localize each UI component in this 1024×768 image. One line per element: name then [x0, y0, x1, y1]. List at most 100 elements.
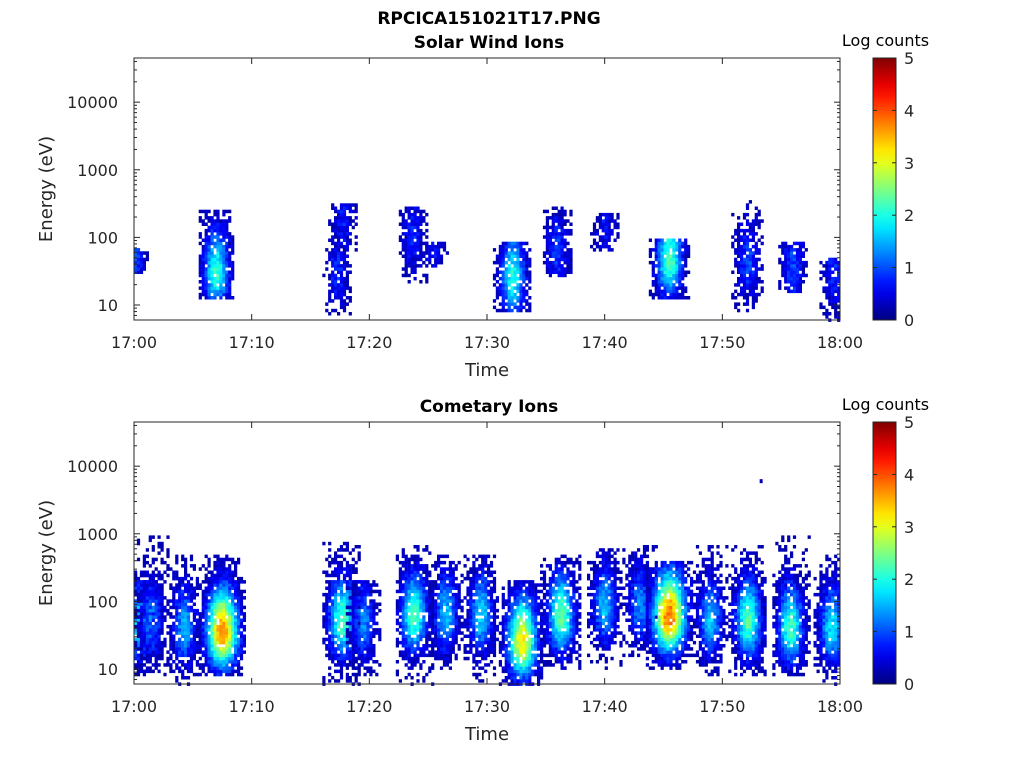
- heatmap-cell: [413, 586, 417, 590]
- heatmap-cell: [437, 656, 441, 661]
- heatmap-cell: [448, 596, 452, 600]
- heatmap-cell: [348, 676, 352, 680]
- heatmap-cell: [157, 618, 161, 622]
- heatmap-cell: [342, 576, 347, 581]
- heatmap-cell: [222, 564, 226, 568]
- heatmap-cell: [742, 257, 747, 262]
- heatmap-cell: [201, 280, 205, 284]
- heatmap-cell: [492, 618, 497, 622]
- heatmap-cell: [501, 615, 505, 619]
- heatmap-cell: [745, 267, 750, 271]
- heatmap-cell: [413, 557, 417, 562]
- heatmap-cell: [178, 637, 182, 642]
- heatmap-cell: [557, 219, 561, 223]
- heatmap-cell: [731, 270, 735, 274]
- heatmap-cell: [136, 663, 141, 667]
- heatmap-cell: [225, 296, 229, 300]
- heatmap-cell: [181, 583, 185, 587]
- heatmap-cell: [569, 251, 573, 255]
- heatmap-cell: [448, 564, 452, 568]
- heatmap-cell: [325, 248, 329, 252]
- heatmap-cell: [351, 612, 355, 616]
- heatmap-cell: [210, 583, 214, 587]
- heatmap-cell: [151, 650, 155, 654]
- heatmap-cell: [219, 270, 223, 274]
- heatmap-cell: [498, 631, 502, 635]
- heatmap-cell: [231, 634, 235, 638]
- heatmap-cell: [375, 602, 379, 606]
- heatmap-cell: [825, 264, 829, 268]
- heatmap-cell: [513, 586, 517, 590]
- heatmap-cell: [828, 292, 832, 297]
- heatmap-cell: [428, 573, 432, 578]
- heatmap-cell: [731, 296, 735, 300]
- heatmap-cell: [354, 666, 358, 670]
- heatmap-cell: [401, 225, 405, 230]
- heatmap-cell: [590, 244, 594, 249]
- heatmap-cell: [437, 573, 441, 578]
- heatmap-cell: [410, 663, 414, 667]
- heatmap-cell: [492, 621, 497, 626]
- heatmap-cell: [231, 235, 235, 239]
- heatmap-cell: [448, 580, 452, 584]
- heatmap-cell: [560, 251, 564, 255]
- heatmap-cell: [834, 308, 838, 313]
- heatmap-cell: [219, 280, 223, 284]
- heatmap-cell: [160, 644, 164, 648]
- heatmap-cell: [798, 276, 802, 281]
- heatmap-cell: [439, 567, 444, 571]
- heatmap-cell: [339, 589, 344, 594]
- heatmap-cell: [422, 241, 426, 246]
- heatmap-cell: [372, 669, 376, 674]
- heatmap-cell: [134, 251, 138, 255]
- heatmap-cell: [516, 663, 520, 667]
- heatmap-cell: [445, 615, 449, 619]
- heatmap-cell: [801, 260, 805, 265]
- heatmap-cell: [410, 264, 414, 268]
- heatmap-cell: [219, 666, 223, 670]
- heatmap-cell: [204, 656, 208, 661]
- heatmap-cell: [181, 554, 185, 559]
- heatmap-cell: [407, 573, 411, 578]
- heatmap-cell: [401, 653, 405, 658]
- heatmap-cell: [654, 257, 658, 262]
- heatmap-cell: [498, 283, 502, 287]
- heatmap-cell: [513, 650, 517, 654]
- heatmap-cell: [445, 599, 449, 603]
- heatmap-cell: [451, 592, 455, 597]
- heatmap-cell: [428, 608, 432, 613]
- heatmap-cell: [354, 216, 358, 220]
- heatmap-cell: [595, 216, 599, 220]
- heatmap-cell: [419, 580, 423, 584]
- heatmap-cell: [401, 222, 405, 226]
- heatmap-cell: [345, 656, 349, 661]
- heatmap-cell: [166, 660, 170, 664]
- heatmap-cell: [172, 644, 176, 648]
- heatmap-cell: [754, 216, 758, 220]
- heatmap-cell: [222, 656, 226, 661]
- heatmap-cell: [507, 283, 511, 287]
- heatmap-cell: [339, 273, 344, 278]
- heatmap-cell: [337, 634, 341, 638]
- heatmap-cell: [507, 676, 511, 680]
- heatmap-cell: [151, 631, 155, 635]
- heatmap-cell: [787, 248, 791, 252]
- heatmap-cell: [445, 586, 449, 590]
- heatmap-cell: [740, 276, 744, 281]
- heatmap-cell: [237, 560, 241, 565]
- heatmap-cell: [337, 222, 341, 226]
- heatmap-cell: [448, 660, 452, 664]
- heatmap-cell: [445, 251, 449, 255]
- heatmap-cell: [663, 257, 667, 262]
- heatmap-cell: [466, 599, 470, 603]
- heatmap-cell: [519, 666, 523, 670]
- heatmap-cell: [834, 280, 838, 284]
- heatmap-cell: [231, 596, 235, 600]
- heatmap-cell: [342, 305, 347, 310]
- heatmap-cell: [195, 650, 199, 654]
- heatmap-cell: [472, 605, 476, 610]
- heatmap-cell: [531, 656, 535, 661]
- heatmap-cell: [228, 219, 232, 223]
- heatmap-cell: [666, 267, 670, 271]
- heatmap-cell: [342, 286, 347, 290]
